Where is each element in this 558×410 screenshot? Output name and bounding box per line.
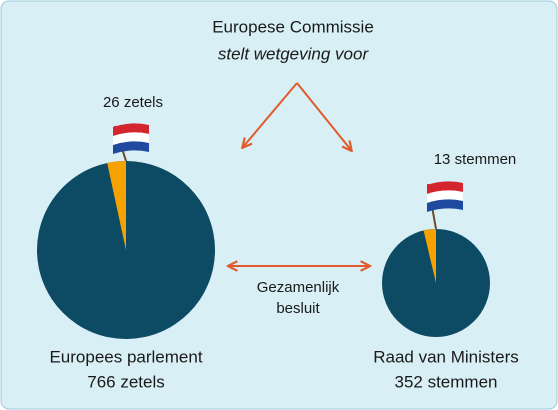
pie-title: Europees parlement	[49, 347, 202, 366]
arrows	[229, 82, 369, 266]
slice-label: 13 stemmen	[434, 151, 517, 168]
pie-slice	[423, 229, 436, 283]
pie-slice	[107, 161, 126, 250]
pie-total-label: 352 stemmen	[395, 372, 498, 391]
arrow	[243, 82, 298, 147]
arrow	[296, 82, 351, 150]
pie-title: Raad van Ministers	[373, 347, 519, 366]
center-label: besluit	[276, 300, 320, 317]
title: Europese Commissie	[212, 17, 374, 36]
flag	[427, 181, 463, 230]
center-label: Gezamenlijk	[257, 279, 340, 296]
pies: 26 zetels Europees parlement 766 zetels 13 …	[37, 94, 519, 391]
slice-label: 26 zetels	[103, 94, 163, 111]
flag	[113, 123, 149, 162]
subtitle: stelt wetgeving voor	[218, 44, 370, 63]
pie-total-label: 766 zetels	[87, 372, 165, 391]
